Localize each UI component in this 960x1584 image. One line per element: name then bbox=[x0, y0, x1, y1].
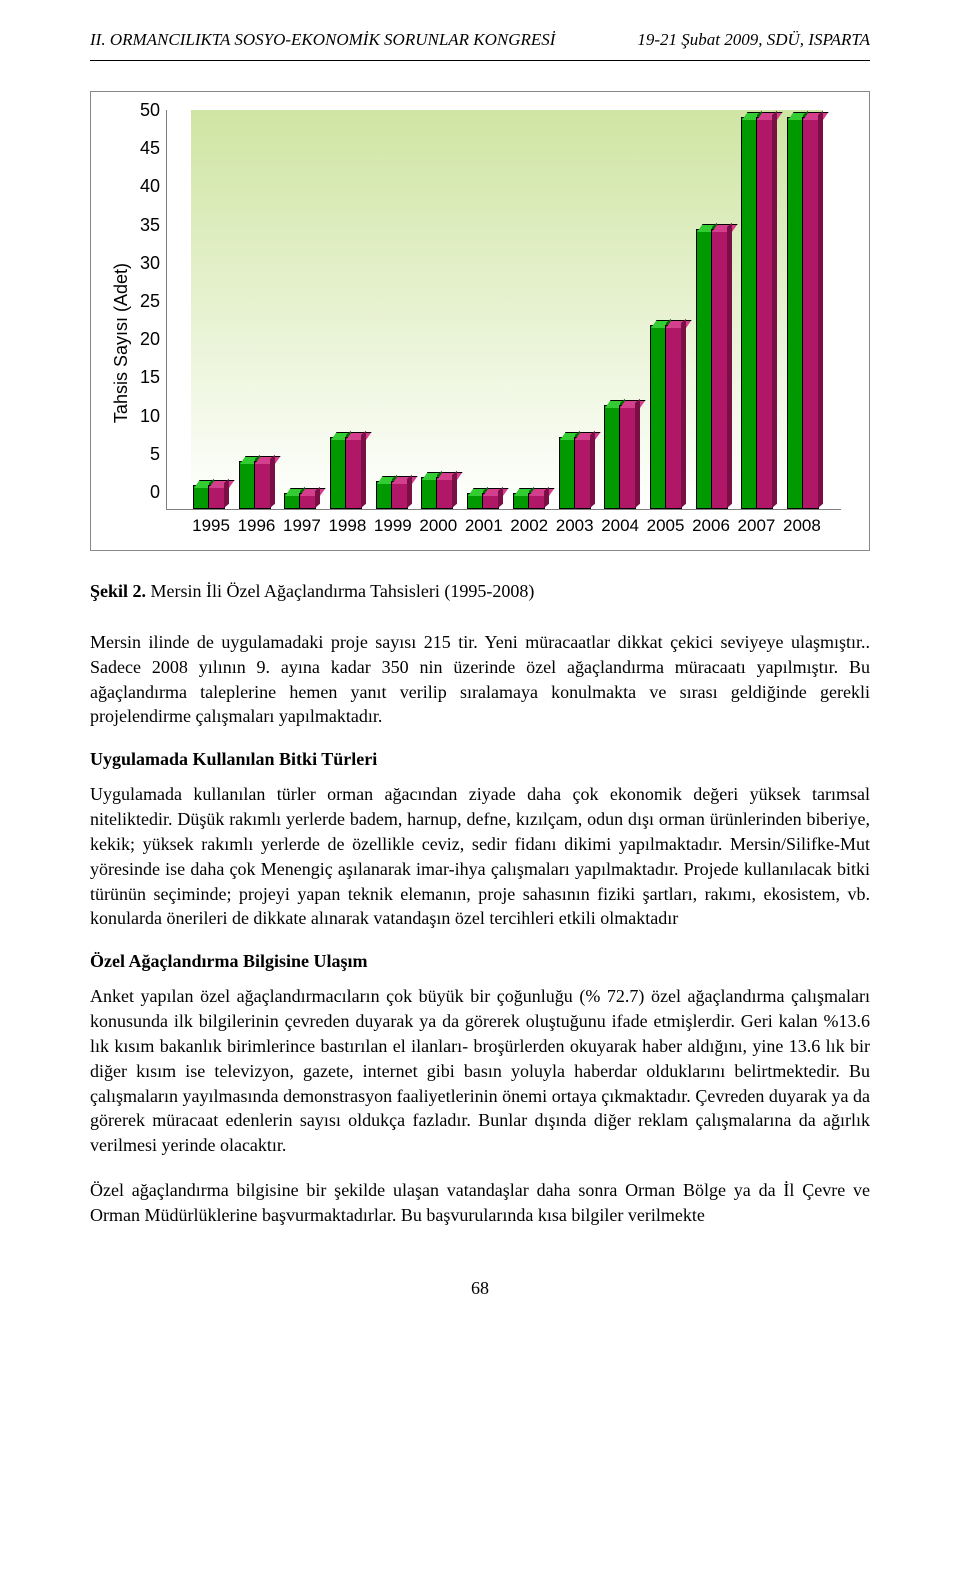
bar-pair bbox=[787, 117, 821, 509]
bar-pair bbox=[604, 405, 638, 509]
header-right: 19-21 Şubat 2009, SDÜ, ISPARTA bbox=[637, 30, 870, 50]
x-tick-value: 2000 bbox=[417, 516, 459, 536]
bars-container bbox=[191, 110, 823, 509]
y-tick-value: 45 bbox=[140, 139, 160, 157]
paragraph: Anket yapılan özel ağaçlandırmacıların ç… bbox=[90, 984, 870, 1158]
bar-pair bbox=[513, 493, 547, 509]
y-tick-value: 10 bbox=[140, 407, 160, 425]
bar-pair bbox=[421, 477, 455, 509]
y-tick-value: 20 bbox=[140, 330, 160, 348]
plot-area bbox=[166, 110, 841, 510]
y-tick-value: 30 bbox=[140, 254, 160, 272]
x-tick-value: 1995 bbox=[190, 516, 232, 536]
bar-pair bbox=[650, 325, 684, 509]
x-tick-value: 1997 bbox=[281, 516, 323, 536]
y-tick-value: 50 bbox=[140, 101, 160, 119]
bar-series-b bbox=[482, 493, 499, 509]
bar-series-b bbox=[711, 229, 728, 509]
y-tick-value: 25 bbox=[140, 292, 160, 310]
y-ticks: 50 45 40 35 30 25 20 15 10 5 0 bbox=[140, 110, 166, 510]
y-tick-value: 40 bbox=[140, 177, 160, 195]
bar-pair bbox=[741, 117, 775, 509]
y-tick-value: 0 bbox=[140, 483, 160, 501]
y-tick-value: 35 bbox=[140, 216, 160, 234]
x-tick-value: 2005 bbox=[645, 516, 687, 536]
chart-stage: 1995199619971998199920002001200220032004… bbox=[166, 110, 841, 536]
y-tick-value: 5 bbox=[140, 445, 160, 463]
bar-series-b bbox=[756, 117, 773, 509]
x-tick-value: 1998 bbox=[326, 516, 368, 536]
bar-pair bbox=[467, 493, 501, 509]
bar-series-b bbox=[254, 461, 271, 509]
figure-caption-label: Şekil 2. bbox=[90, 581, 146, 601]
x-tick-value: 1996 bbox=[235, 516, 277, 536]
x-tick-value: 1999 bbox=[372, 516, 414, 536]
paragraph: Mersin ilinde de uygulamadaki proje sayı… bbox=[90, 630, 870, 729]
bar-series-b bbox=[574, 437, 591, 509]
x-tick-value: 2001 bbox=[463, 516, 505, 536]
bar-pair bbox=[376, 481, 410, 509]
chart-frame: Tahsis Sayısı (Adet) 50 45 40 35 30 25 2… bbox=[90, 91, 870, 551]
bar-series-b bbox=[802, 117, 819, 509]
bar-pair bbox=[559, 437, 593, 509]
bar-series-b bbox=[436, 477, 453, 509]
bar-pair bbox=[239, 461, 273, 509]
bar-series-b bbox=[208, 485, 225, 509]
paragraph: Uygulamada kullanılan türler orman ağacı… bbox=[90, 782, 870, 931]
section-heading: Uygulamada Kullanılan Bitki Türleri bbox=[90, 749, 870, 770]
x-tick-value: 2008 bbox=[781, 516, 823, 536]
x-tick-value: 2006 bbox=[690, 516, 732, 536]
x-tick-value: 2002 bbox=[508, 516, 550, 536]
y-axis-label: Tahsis Sayısı (Adet) bbox=[111, 223, 132, 423]
bar-series-b bbox=[345, 437, 362, 509]
header-rule bbox=[90, 60, 870, 61]
figure-caption: Şekil 2. Mersin İli Özel Ağaçlandırma Ta… bbox=[90, 581, 870, 602]
y-tick-value: 15 bbox=[140, 368, 160, 386]
bar-series-b bbox=[619, 405, 636, 509]
x-ticks: 1995199619971998199920002001200220032004… bbox=[166, 510, 841, 536]
bar-pair bbox=[330, 437, 364, 509]
figure-caption-text: Mersin İli Özel Ağaçlandırma Tahsisleri … bbox=[151, 581, 535, 601]
x-tick-value: 2007 bbox=[735, 516, 777, 536]
x-tick-value: 2004 bbox=[599, 516, 641, 536]
paragraph: Özel ağaçlandırma bilgisine bir şekilde … bbox=[90, 1178, 870, 1228]
bar-series-b bbox=[528, 493, 545, 509]
bar-pair bbox=[696, 229, 730, 509]
bar-series-b bbox=[299, 493, 316, 509]
bar-pair bbox=[193, 485, 227, 509]
bar-series-b bbox=[665, 325, 682, 509]
x-tick-value: 2003 bbox=[554, 516, 596, 536]
section-heading: Özel Ağaçlandırma Bilgisine Ulaşım bbox=[90, 951, 870, 972]
page-number: 68 bbox=[90, 1278, 870, 1299]
running-header: II. ORMANCILIKTA SOSYO-EKONOMİK SORUNLAR… bbox=[90, 30, 870, 50]
bar-series-b bbox=[391, 481, 408, 509]
header-left: II. ORMANCILIKTA SOSYO-EKONOMİK SORUNLAR… bbox=[90, 30, 555, 50]
bar-pair bbox=[284, 493, 318, 509]
